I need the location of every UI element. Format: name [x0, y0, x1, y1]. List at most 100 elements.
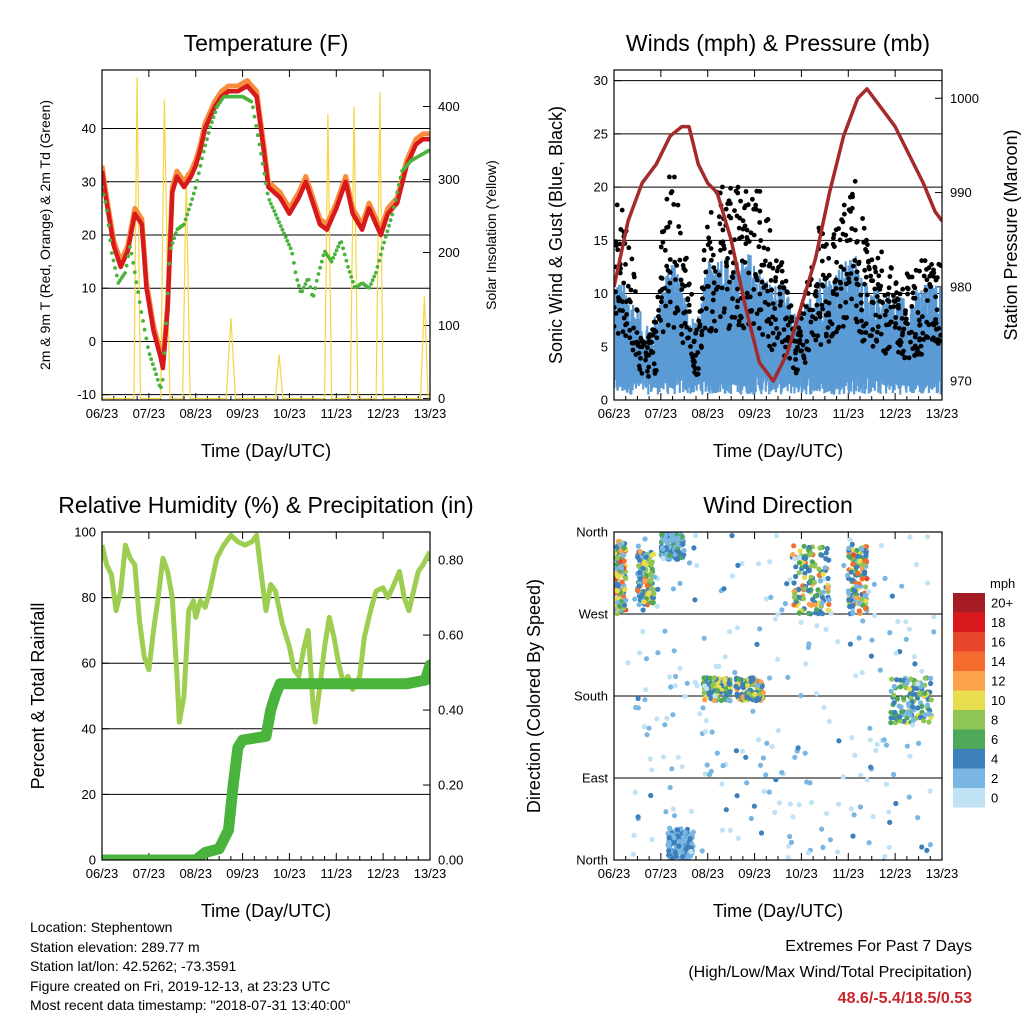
gust-point — [634, 307, 640, 312]
gust-point — [875, 255, 881, 261]
gust-point — [735, 184, 741, 190]
gust-point — [850, 194, 855, 200]
gust-point — [711, 290, 716, 296]
direction-point — [796, 610, 802, 616]
gust-point — [716, 214, 722, 220]
dewpoint-point — [139, 310, 144, 314]
direction-point — [636, 583, 642, 590]
direction-point — [911, 654, 918, 660]
x-tick-label: 08/23 — [179, 406, 212, 421]
gust-point — [863, 274, 869, 280]
direction-point — [727, 629, 733, 635]
y-tick-label: 20 — [82, 228, 96, 243]
direction-point — [654, 603, 660, 610]
gust-point — [695, 371, 701, 377]
direction-point — [758, 679, 764, 685]
gust-point — [658, 318, 663, 323]
gust-point — [826, 255, 832, 261]
direction-point — [868, 764, 874, 770]
gust-point — [653, 329, 659, 334]
gust-point — [742, 260, 748, 265]
direction-point — [692, 533, 699, 539]
gust-point — [856, 261, 862, 267]
direction-point — [756, 737, 762, 743]
gust-point — [935, 275, 940, 280]
dewpoint-point — [208, 125, 213, 129]
gust-point — [825, 325, 831, 330]
y-tick-label: 5 — [601, 339, 608, 354]
y2-axis-label: Solar Insolation (Yellow) — [483, 160, 499, 310]
direction-point — [650, 595, 657, 601]
gust-point — [774, 268, 780, 274]
gust-point — [914, 346, 920, 352]
gust-point — [758, 307, 764, 313]
gust-point — [783, 278, 789, 284]
direction-point — [807, 578, 814, 584]
gust-point — [682, 283, 688, 289]
gust-point — [925, 335, 931, 340]
direction-point — [863, 558, 869, 564]
gust-point — [777, 291, 783, 297]
gust-point — [781, 285, 787, 291]
gust-point — [757, 208, 763, 214]
direction-point — [796, 554, 802, 561]
direction-point — [896, 714, 903, 720]
direction-point — [863, 598, 869, 604]
gust-point — [830, 289, 836, 294]
gust-point — [709, 257, 714, 263]
gust-point — [858, 292, 864, 298]
gust-point — [766, 302, 771, 307]
direction-point — [859, 546, 865, 552]
direction-point — [851, 812, 857, 818]
dewpoint-point — [259, 151, 263, 156]
direction-point — [826, 718, 833, 725]
dewpoint-point — [301, 285, 306, 290]
gust-point — [897, 291, 903, 297]
direction-point — [722, 654, 728, 660]
y-tick-label: -10 — [77, 387, 96, 402]
gust-point — [699, 332, 705, 338]
direction-point — [637, 576, 643, 582]
direction-point — [897, 718, 903, 724]
gust-point — [720, 227, 726, 233]
direction-point — [776, 800, 783, 806]
gust-point — [683, 309, 688, 315]
gust-point — [674, 263, 680, 268]
direction-point — [701, 675, 707, 681]
direction-point — [752, 691, 758, 697]
dewpoint-point — [200, 156, 204, 161]
dewpoint-point — [303, 282, 308, 286]
direction-point — [646, 590, 652, 596]
gust-point — [869, 257, 875, 263]
gust-point — [646, 374, 651, 379]
direction-point — [643, 562, 649, 568]
legend-swatch — [953, 671, 985, 691]
direction-point — [648, 578, 654, 584]
gust-point — [864, 237, 869, 243]
direction-point — [775, 611, 781, 617]
direction-point — [655, 586, 661, 592]
direction-point — [790, 552, 796, 558]
dewpoint-point — [257, 142, 262, 147]
gust-point — [891, 293, 896, 298]
gust-point — [767, 343, 772, 349]
legend-label: 2 — [991, 771, 998, 786]
gust-point — [641, 342, 647, 347]
gust-point — [707, 239, 713, 245]
series-2m-temperature — [102, 83, 430, 371]
x-tick-label: 10/23 — [785, 866, 818, 881]
gust-point — [738, 198, 743, 204]
direction-point — [916, 690, 923, 697]
dewpoint-point — [295, 278, 300, 282]
dewpoint-point — [285, 239, 290, 243]
direction-point — [928, 697, 934, 703]
direction-point — [921, 690, 928, 696]
direction-point — [926, 711, 933, 717]
dewpoint-point — [272, 209, 277, 213]
legend-label: 16 — [991, 635, 1005, 650]
gust-point — [919, 258, 925, 263]
gust-point — [734, 304, 740, 310]
direction-point — [851, 552, 857, 558]
dewpoint-point — [249, 99, 254, 104]
dewpoint-point — [318, 265, 322, 270]
